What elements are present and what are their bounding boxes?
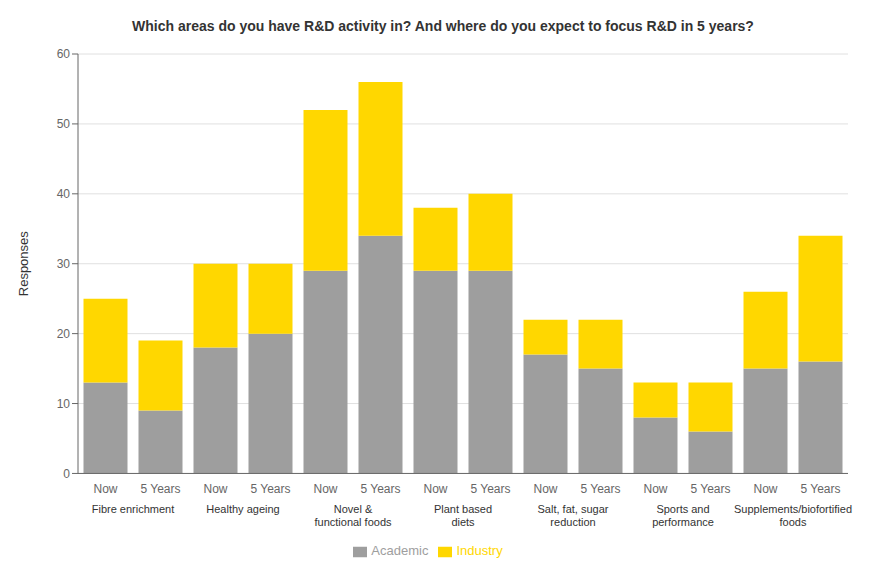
html-text:Industry: Industry — [456, 543, 503, 559]
svg-text:5 Years: 5 Years — [470, 482, 510, 496]
svg-text:Now: Now — [533, 482, 557, 496]
svg-text:5 Years: 5 Years — [140, 482, 180, 496]
html-text:Which areas do you have R&D ac: Which areas do you have R&D activity in?… — [132, 18, 754, 34]
svg-text:Fibre enrichment: Fibre enrichment — [92, 503, 175, 515]
svg-text:Supplements/biofortifiedfoods: Supplements/biofortifiedfoods — [734, 503, 852, 528]
svg-text:Healthy ageing: Healthy ageing — [206, 503, 279, 515]
svg-text:Responses: Responses — [16, 231, 31, 297]
svg-text:5 Years: 5 Years — [250, 482, 290, 496]
svg-text:Now: Now — [93, 482, 117, 496]
svg-text:30: 30 — [57, 257, 71, 271]
svg-text:50: 50 — [57, 117, 71, 131]
svg-text:20: 20 — [57, 327, 71, 341]
html-text:Academic: Academic — [371, 543, 429, 559]
svg-text:Now: Now — [203, 482, 227, 496]
svg-text:Now: Now — [423, 482, 447, 496]
svg-text:Novel &functional foods: Novel &functional foods — [314, 503, 392, 528]
svg-text:60: 60 — [57, 47, 71, 61]
svg-text:10: 10 — [57, 397, 71, 411]
svg-text:5 Years: 5 Years — [800, 482, 840, 496]
svg-text:5 Years: 5 Years — [690, 482, 730, 496]
svg-text:0: 0 — [63, 467, 70, 481]
svg-text:Sports andperformance: Sports andperformance — [652, 503, 714, 528]
svg-text:Now: Now — [643, 482, 667, 496]
svg-text:40: 40 — [57, 187, 71, 201]
svg-text:Plant baseddiets: Plant baseddiets — [434, 503, 492, 528]
svg-text:Now: Now — [753, 482, 777, 496]
svg-text:5 Years: 5 Years — [580, 482, 620, 496]
svg-text:Salt, fat, sugarreduction: Salt, fat, sugarreduction — [538, 503, 609, 528]
svg-text:5 Years: 5 Years — [360, 482, 400, 496]
svg-text:Now: Now — [313, 482, 337, 496]
